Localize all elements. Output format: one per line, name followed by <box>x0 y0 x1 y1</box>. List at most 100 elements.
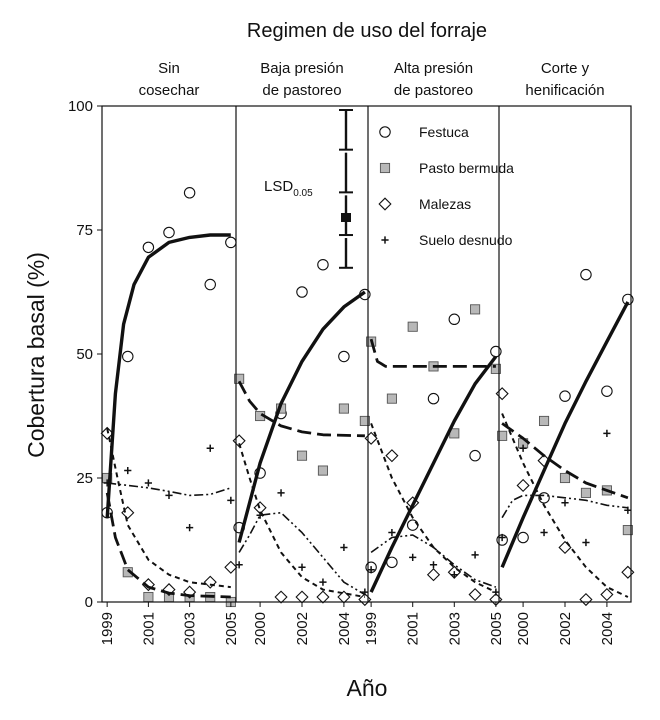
legend: Festuca Pasto bermuda Malezas Suelo desnudo <box>378 124 514 248</box>
panel-4-suelo-curve <box>501 494 628 519</box>
ytick-label-50: 50 <box>76 346 93 363</box>
panel-4-malezas-point-6 <box>600 587 614 602</box>
panel-1-suelo-point-6 <box>206 444 214 452</box>
panel-1-malezas-point-1 <box>100 426 114 440</box>
panel-2-malezas-point-4 <box>295 590 309 604</box>
panel-3-xtick-label-1999: 1999 <box>363 612 380 645</box>
panel-3-xtick-label-2003: 2003 <box>446 612 463 645</box>
panel-4-bermuda-point-1 <box>497 430 508 441</box>
panel-3-festuca-point-6 <box>469 449 481 462</box>
panel-4-xtick-label-2000: 2000 <box>515 612 532 645</box>
panel-3-festuca-curve <box>369 355 498 593</box>
panel-3-xtick-label-2005: 2005 <box>488 612 505 645</box>
panel-1-festuca-point-5 <box>183 187 196 199</box>
panel-1-xtick-label-1999: 1999 <box>99 612 116 645</box>
ytick-label-75: 75 <box>76 222 93 239</box>
panel-3-malezas-point-6 <box>468 587 482 602</box>
ytick-label-100: 100 <box>68 98 93 115</box>
panel-4-suelo-point-3 <box>540 528 548 537</box>
panel-3-suelo-point-3 <box>409 553 417 561</box>
panel-3-title-line-2: de pastoreo <box>394 82 473 99</box>
panel-3-bermuda-point-2 <box>386 393 397 404</box>
panel-3-festuca-point-5 <box>448 313 461 326</box>
panel-1-suelo-point-2 <box>124 466 132 475</box>
panel-4-malezas-point-1 <box>495 387 509 401</box>
lsd-label: LSD0.05 <box>264 178 313 199</box>
panel-1-bermuda-point-3 <box>143 591 154 603</box>
panel-1-malezas-curve <box>106 428 231 589</box>
panel-4-suelo-point-2 <box>519 444 527 452</box>
legend-malezas-marker <box>378 197 392 211</box>
super-title: Regimen de uso del forraje <box>247 20 487 42</box>
panel-4-suelo-point-5 <box>582 538 590 547</box>
panel-1-title-line-1: Sin <box>158 60 180 77</box>
panel-1-title-line-2: cosechar <box>139 82 200 99</box>
panel-3-bermuda-curve <box>369 338 496 368</box>
panel-1-xtick-label-2003: 2003 <box>182 612 199 645</box>
legend-suelo-label: Suelo desnudo <box>419 232 513 248</box>
ytick-label-0: 0 <box>85 594 93 611</box>
panel-2-festuca-point-5 <box>317 258 329 271</box>
ytick-label-25: 25 <box>76 470 93 487</box>
legend-bermuda-marker <box>379 162 391 174</box>
panel-4-festuca-curve <box>500 301 630 568</box>
panel-2-xtick-label-2004: 2004 <box>336 612 353 645</box>
panel-3-malezas-point-4 <box>426 568 441 582</box>
panel-3-title-line-1: Alta presión <box>394 60 473 77</box>
panel-4-bermuda-point-3 <box>538 415 550 427</box>
panel-2-bermuda-point-4 <box>296 450 308 461</box>
panel-2-bermuda-curve <box>237 380 365 438</box>
panel-1-malezas-point-7 <box>224 560 238 574</box>
panel-2-xtick-label-2000: 2000 <box>252 612 269 645</box>
panel-1-xtick-label-2005: 2005 <box>223 612 240 645</box>
panel-1-festuca-point-4 <box>163 226 175 239</box>
panel-3-suelo-point-1 <box>367 566 375 574</box>
lsd-marker <box>341 213 351 222</box>
chart-labels: Regimen de uso del forraje Año Cobertura… <box>23 20 616 701</box>
panel-1-xtick-label-2001: 2001 <box>140 612 157 645</box>
panel-4-suelo-point-6 <box>603 429 611 437</box>
panel-4-suelo-point-1 <box>498 533 506 542</box>
legend-suelo-marker <box>381 236 389 244</box>
panel-2-suelo-point-6 <box>340 543 348 552</box>
panel-2-festuca-point-4 <box>296 286 308 298</box>
panel-2-malezas-point-3 <box>274 590 288 604</box>
panel-2-malezas-point-5 <box>316 590 330 604</box>
legend-malezas-label: Malezas <box>419 196 471 212</box>
panel-4-bermuda-point-4 <box>559 472 571 484</box>
x-axis-label: Año <box>347 675 388 701</box>
panel-3-xtick-label-2001: 2001 <box>405 612 422 645</box>
panel-1-festuca-point-2 <box>122 350 134 363</box>
panel-3-bermuda-point-3 <box>407 321 418 332</box>
plot-frame <box>101 105 632 603</box>
panel-4-malezas-point-5 <box>579 592 593 607</box>
panel-2-bermuda-point-7 <box>359 415 370 427</box>
panel-4-suelo-point-4 <box>561 499 569 507</box>
panel-1-festuca-point-3 <box>142 241 155 254</box>
panel-4-xtick-label-2002: 2002 <box>557 612 574 645</box>
panel-4-bermuda-curve <box>501 422 629 500</box>
panel-4-bermuda-point-5 <box>580 487 592 498</box>
panel-2-xtick-label-2002: 2002 <box>294 612 311 645</box>
panel-3-suelo-curve <box>370 534 497 588</box>
panel-3-suelo-point-6 <box>471 551 479 559</box>
panel-2-bermuda-point-6 <box>338 403 349 414</box>
panel-1-suelo-point-4 <box>165 491 173 499</box>
panel-2-suelo-point-5 <box>319 578 327 586</box>
panel-4-festuca-point-6 <box>601 385 613 397</box>
panel-4-festuca-point-5 <box>580 268 592 281</box>
panel-1-suelo-point-5 <box>186 524 194 532</box>
panel-1-festuca-point-6 <box>204 278 216 291</box>
panel-1-bermuda-curve <box>105 492 231 599</box>
chart-frame <box>97 105 632 607</box>
panel-3-suelo-point-2 <box>388 528 396 537</box>
panel-2-festuca-point-6 <box>338 350 350 363</box>
panel-2-suelo-point-1 <box>235 561 243 569</box>
panel-1-suelo-point-7 <box>227 496 235 504</box>
panel-2-title-line-1: Baja presión <box>260 60 343 77</box>
panel-3-bermuda-point-7 <box>490 363 501 374</box>
panel-2-suelo-curve <box>238 511 366 596</box>
panel-1-suelo-point-3 <box>144 479 152 487</box>
panel-4-bermuda-point-7 <box>622 525 633 536</box>
panel-1-malezas-point-6 <box>203 575 217 589</box>
